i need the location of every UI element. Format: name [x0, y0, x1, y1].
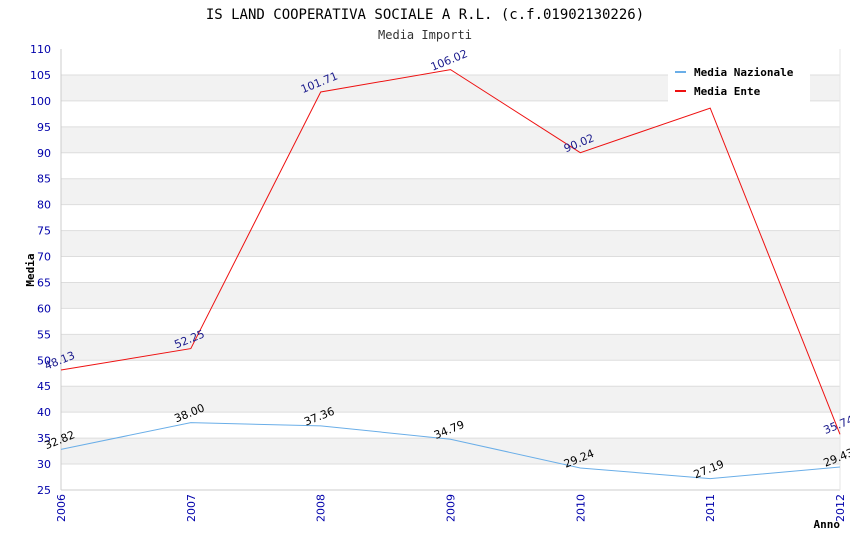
grid-band: [61, 438, 840, 465]
grid-band: [61, 178, 840, 205]
legend-box: [668, 60, 810, 102]
grid-band: [61, 386, 840, 413]
y-tick-label: 100: [30, 95, 51, 108]
data-label: 48.13: [43, 349, 77, 373]
grid-band: [61, 230, 840, 257]
x-tick-label: 2010: [574, 494, 587, 522]
y-tick-label: 85: [37, 173, 51, 186]
y-tick-label: 90: [37, 147, 51, 160]
y-tick-label: 55: [37, 328, 51, 341]
x-tick-label: 2007: [185, 494, 198, 522]
x-tick-label: 2009: [445, 494, 458, 522]
y-tick-label: 75: [37, 225, 51, 238]
y-tick-label: 65: [37, 276, 51, 289]
y-tick-label: 40: [37, 406, 51, 419]
x-tick-label: 2011: [704, 494, 717, 522]
y-tick-label: 70: [37, 251, 51, 264]
grid-band: [61, 282, 840, 309]
x-tick-label: 2008: [315, 494, 328, 522]
y-tick-label: 110: [30, 43, 51, 56]
chart-title: IS LAND COOPERATIVA SOCIALE A R.L. (c.f.…: [206, 7, 644, 23]
legend: Media Nazionale Media Ente: [668, 60, 810, 102]
x-axis-label: Anno: [814, 518, 841, 531]
y-axis-label: Media: [24, 253, 37, 286]
y-tick-label: 35: [37, 432, 51, 445]
legend-label: Media Nazionale: [694, 66, 794, 79]
series-line-media-ente: [60, 69, 841, 435]
y-tick-label: 45: [37, 380, 51, 393]
y-tick-label: 25: [37, 484, 51, 497]
chart-subtitle: Media Importi: [378, 28, 472, 42]
y-tick-label: 80: [37, 199, 51, 212]
data-label: 35.74: [822, 413, 850, 437]
grid-band: [61, 334, 840, 361]
x-tick-labels: 2006 2007 2008 2009 2010 2011 2012: [55, 494, 847, 522]
series-lines: [60, 69, 841, 480]
y-tick-label: 105: [30, 69, 51, 82]
x-tick-label: 2012: [834, 494, 847, 522]
y-tick-label: 60: [37, 302, 51, 315]
x-tick-label: 2006: [55, 494, 68, 522]
y-tick-label: 30: [37, 458, 51, 471]
y-tick-label: 95: [37, 121, 51, 134]
axes: [60, 49, 841, 491]
y-tick-label: 50: [37, 354, 51, 367]
y-tick-labels: 25 30 35 40 45 50 55 60 65 70 75 80 85 90 95 100 105 110: [30, 43, 51, 497]
legend-label: Media Ente: [694, 85, 761, 98]
grid-band: [61, 126, 840, 153]
series-line-media-nazionale: [60, 422, 841, 480]
